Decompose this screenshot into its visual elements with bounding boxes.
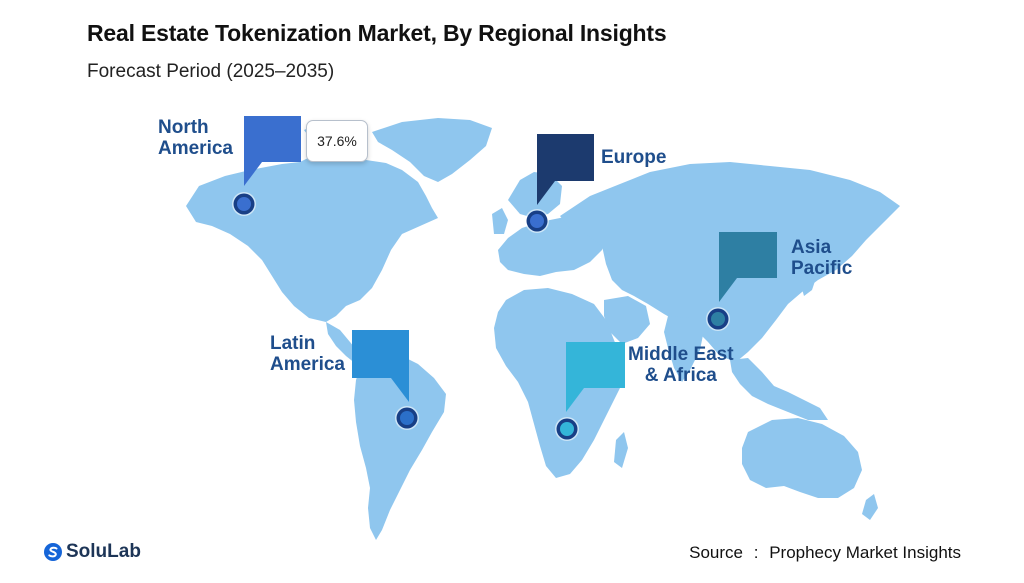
callout-box-middle-east-africa	[566, 342, 625, 388]
label-middle-east-africa-line-1: Middle East	[628, 344, 734, 365]
land-north-america	[186, 152, 438, 322]
label-north-america-line-2: America	[158, 138, 233, 159]
land-uk	[492, 208, 508, 234]
callout-pointer-latin-america	[391, 378, 409, 402]
land-japan	[800, 250, 818, 296]
marker-asia-pacific[interactable]	[706, 307, 730, 331]
land-india	[664, 316, 704, 382]
callout-box-europe	[537, 134, 594, 181]
callout-box-asia-pacific	[719, 232, 777, 278]
marker-europe[interactable]	[525, 209, 549, 233]
label-latin-america-line-2: America	[270, 354, 345, 375]
callout-middle-east-africa	[566, 342, 625, 412]
label-middle-east-africa: Middle East & Africa	[628, 344, 734, 386]
label-asia-pacific: Asia Pacific	[791, 237, 852, 279]
land-africa	[494, 288, 624, 478]
land-greenland	[372, 118, 492, 182]
marker-north-america[interactable]	[232, 192, 256, 216]
land-southeast-asia	[730, 358, 828, 420]
brand-logo: SoluLab	[43, 541, 141, 563]
page-subtitle: Forecast Period (2025–2035)	[87, 61, 335, 82]
source-separator: :	[753, 543, 759, 562]
solulab-logo-icon	[44, 543, 62, 561]
label-middle-east-africa-line-2: & Africa	[644, 365, 717, 386]
page-title: Real Estate Tokenization Market, By Regi…	[87, 20, 667, 46]
callout-box-north-america	[244, 116, 301, 162]
callout-asia-pacific	[719, 232, 777, 302]
label-asia-pacific-line-1: Asia	[791, 237, 832, 258]
callout-europe	[537, 134, 594, 205]
land-new-zealand	[862, 494, 878, 520]
label-north-america: North America	[158, 117, 233, 159]
marker-middle-east-africa[interactable]	[555, 417, 579, 441]
label-europe: Europe	[601, 147, 666, 168]
land-madagascar	[614, 432, 628, 468]
label-europe-line-1: Europe	[601, 147, 667, 168]
land-australia	[742, 418, 862, 498]
market-share-tooltip: 37.6%	[306, 120, 368, 162]
land-arabia	[604, 296, 650, 344]
land-south-america	[354, 352, 446, 540]
source-attribution: Source : Prophecy Market Insights	[689, 543, 961, 563]
callout-box-latin-america	[352, 330, 409, 378]
callout-pointer-asia-pacific	[719, 278, 737, 302]
callout-pointer-europe	[537, 181, 555, 205]
marker-latin-america[interactable]	[395, 406, 419, 430]
label-north-america-line-1: North	[158, 117, 209, 138]
brand-name: SoluLab	[66, 541, 141, 562]
label-latin-america: Latin America	[270, 333, 345, 375]
callout-latin-america	[352, 330, 409, 402]
callout-pointer-middle-east-africa	[566, 388, 584, 412]
label-asia-pacific-line-2: Pacific	[791, 258, 853, 279]
callout-pointer-north-america	[244, 162, 262, 186]
source-value: Prophecy Market Insights	[769, 543, 961, 562]
callout-north-america	[244, 116, 301, 186]
source-label: Source	[689, 543, 743, 562]
label-latin-america-line-1: Latin	[270, 333, 316, 354]
